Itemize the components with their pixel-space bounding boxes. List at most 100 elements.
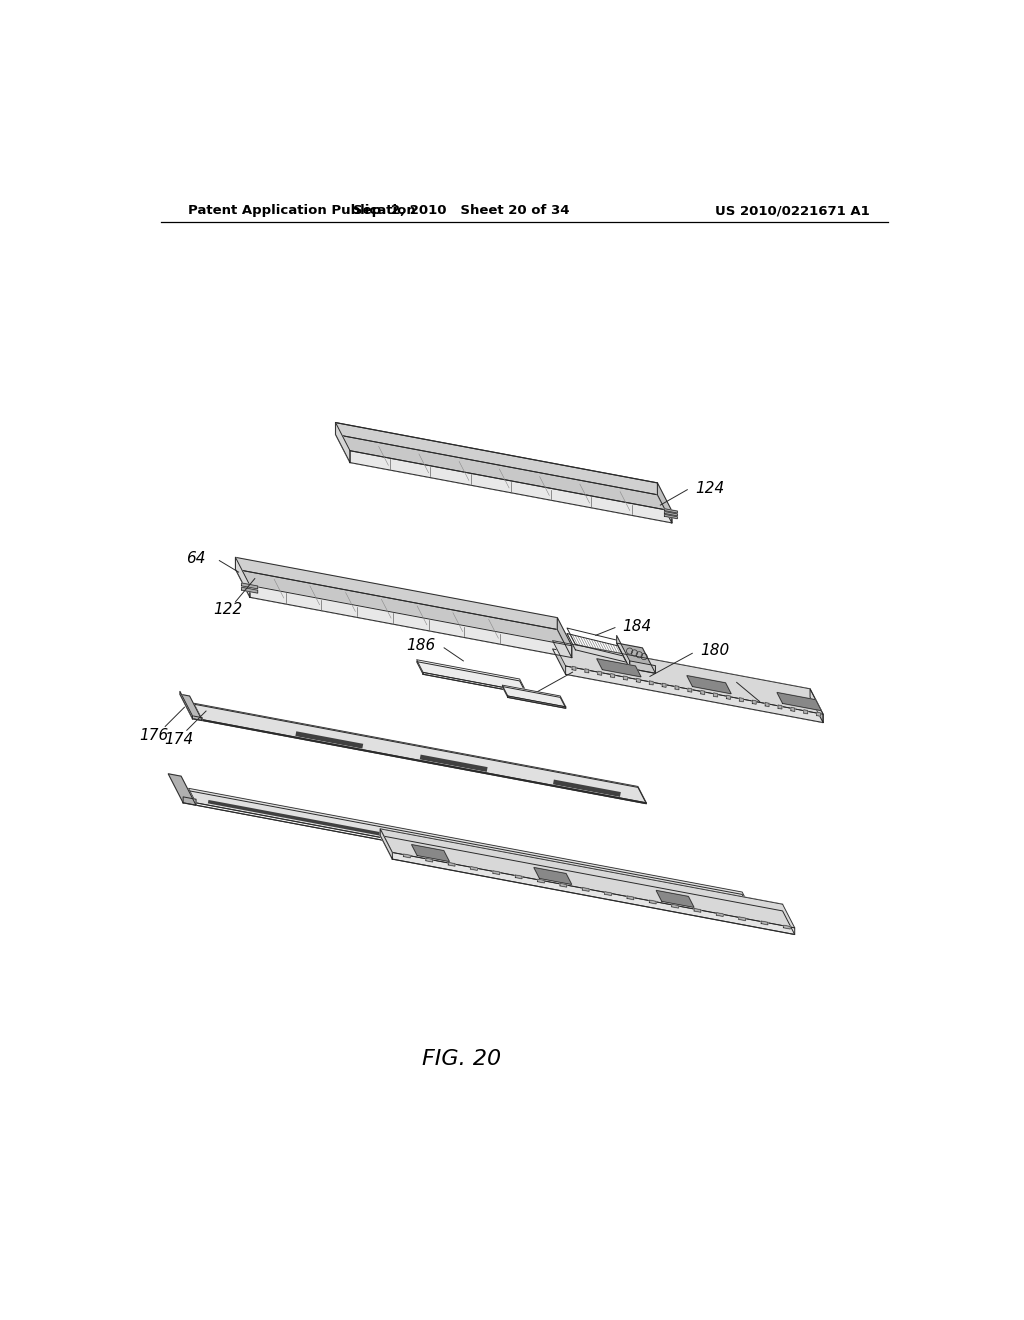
Polygon shape <box>637 678 640 682</box>
Polygon shape <box>417 661 526 693</box>
Polygon shape <box>765 702 769 706</box>
Polygon shape <box>778 705 782 709</box>
Polygon shape <box>188 788 750 907</box>
Polygon shape <box>597 659 641 677</box>
Polygon shape <box>336 434 672 523</box>
Polygon shape <box>753 700 756 704</box>
Polygon shape <box>783 925 791 929</box>
Polygon shape <box>380 829 782 911</box>
Polygon shape <box>665 515 677 519</box>
Polygon shape <box>557 618 571 657</box>
Polygon shape <box>180 692 193 718</box>
Polygon shape <box>649 900 656 904</box>
Polygon shape <box>538 879 545 883</box>
Polygon shape <box>426 858 432 862</box>
Polygon shape <box>777 693 821 710</box>
Polygon shape <box>380 829 795 928</box>
Text: FIG. 20: FIG. 20 <box>422 1049 501 1069</box>
Polygon shape <box>236 557 250 597</box>
Polygon shape <box>687 676 731 694</box>
Polygon shape <box>630 661 655 673</box>
Polygon shape <box>502 685 566 706</box>
Polygon shape <box>810 689 823 722</box>
Text: 64: 64 <box>186 550 206 566</box>
Text: 124: 124 <box>695 480 724 495</box>
Polygon shape <box>380 829 392 859</box>
Polygon shape <box>193 715 202 721</box>
Polygon shape <box>694 908 700 912</box>
Polygon shape <box>598 671 602 676</box>
Polygon shape <box>336 422 657 495</box>
Polygon shape <box>403 854 411 858</box>
Text: 174: 174 <box>165 733 194 747</box>
Polygon shape <box>180 694 202 721</box>
Polygon shape <box>688 688 692 692</box>
Polygon shape <box>649 681 653 685</box>
Polygon shape <box>380 836 795 935</box>
Polygon shape <box>665 508 677 513</box>
Polygon shape <box>739 698 743 702</box>
Polygon shape <box>196 803 750 909</box>
Text: 122: 122 <box>213 602 243 616</box>
Polygon shape <box>236 557 557 630</box>
Polygon shape <box>553 649 823 722</box>
Polygon shape <box>194 704 646 804</box>
Polygon shape <box>350 450 672 523</box>
Polygon shape <box>242 583 258 589</box>
Polygon shape <box>534 867 571 884</box>
Polygon shape <box>336 422 350 462</box>
Polygon shape <box>610 673 614 677</box>
Text: Sep. 2, 2010   Sheet 20 of 34: Sep. 2, 2010 Sheet 20 of 34 <box>353 205 570 218</box>
Polygon shape <box>392 853 795 935</box>
Polygon shape <box>672 904 679 908</box>
Polygon shape <box>508 696 566 709</box>
Text: US 2010/0221671 A1: US 2010/0221671 A1 <box>715 205 869 218</box>
Polygon shape <box>449 862 455 866</box>
Polygon shape <box>183 797 196 805</box>
Polygon shape <box>727 696 730 700</box>
Polygon shape <box>572 667 575 671</box>
Polygon shape <box>624 676 628 680</box>
Polygon shape <box>194 704 646 803</box>
Polygon shape <box>565 667 823 722</box>
Polygon shape <box>656 891 694 907</box>
Text: 184: 184 <box>623 619 652 634</box>
Polygon shape <box>761 921 768 925</box>
Polygon shape <box>502 686 566 709</box>
Text: 176: 176 <box>139 729 168 743</box>
Polygon shape <box>417 660 526 692</box>
Polygon shape <box>553 640 810 697</box>
Polygon shape <box>250 586 571 657</box>
Polygon shape <box>242 587 258 593</box>
Polygon shape <box>583 887 589 891</box>
Polygon shape <box>627 896 634 900</box>
Polygon shape <box>493 871 500 875</box>
Polygon shape <box>817 713 820 717</box>
Text: 186: 186 <box>407 638 435 653</box>
Text: 68: 68 <box>581 663 600 677</box>
Polygon shape <box>168 774 196 805</box>
Polygon shape <box>616 643 655 673</box>
Polygon shape <box>605 892 611 895</box>
Polygon shape <box>412 845 450 862</box>
Polygon shape <box>236 569 571 657</box>
Polygon shape <box>560 883 566 887</box>
Polygon shape <box>202 719 646 804</box>
Polygon shape <box>714 693 718 697</box>
Polygon shape <box>675 685 679 690</box>
Text: Patent Application Publication: Patent Application Publication <box>188 205 416 218</box>
Polygon shape <box>665 512 677 516</box>
Polygon shape <box>471 867 477 870</box>
Polygon shape <box>553 640 823 714</box>
Polygon shape <box>738 917 745 920</box>
Polygon shape <box>700 690 705 694</box>
Polygon shape <box>717 912 723 916</box>
Polygon shape <box>616 635 630 668</box>
Polygon shape <box>804 710 808 714</box>
Polygon shape <box>791 708 795 711</box>
Text: 104: 104 <box>767 701 797 715</box>
Polygon shape <box>515 875 522 879</box>
Polygon shape <box>188 791 750 909</box>
Polygon shape <box>657 483 672 523</box>
Polygon shape <box>585 669 589 673</box>
